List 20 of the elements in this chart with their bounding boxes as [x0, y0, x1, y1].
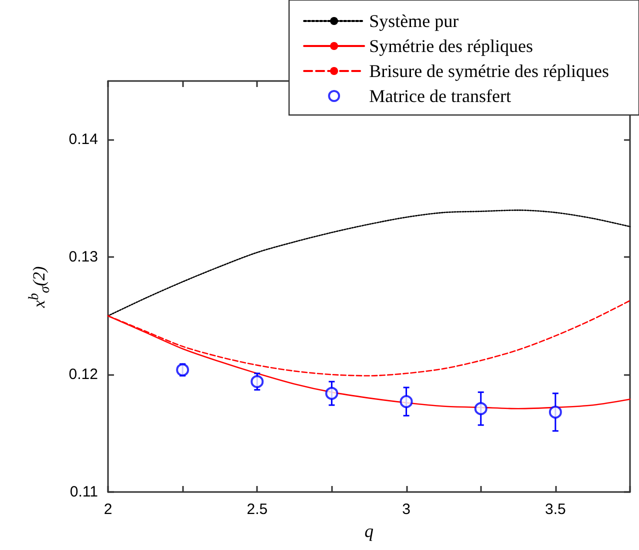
y-tick-label: 0.11: [70, 484, 98, 500]
point: [325, 386, 338, 400]
point: [176, 363, 190, 376]
legend-label: Matrice de transfert: [369, 86, 512, 106]
x-tick-label: 3: [402, 501, 410, 518]
line-series: [107, 210, 631, 317]
legend-label: Système pur: [369, 11, 459, 31]
x-tick-label: 2: [104, 501, 112, 518]
x-tick-label: 3.5: [545, 501, 566, 518]
y-tick-label: 0.14: [68, 131, 98, 148]
x-tick-label: 2.5: [246, 501, 268, 518]
point: [474, 402, 488, 416]
y-tick-label: 0.12: [68, 366, 98, 384]
x-axis-title: q: [364, 521, 374, 541]
legend-label: Symétrie des répliques: [369, 36, 534, 56]
point: [250, 375, 264, 388]
point: [548, 406, 562, 419]
point: [400, 395, 413, 408]
y-tick-label: 0.13: [68, 248, 98, 266]
legend-label: Brisure de symétrie des répliques: [369, 61, 610, 81]
